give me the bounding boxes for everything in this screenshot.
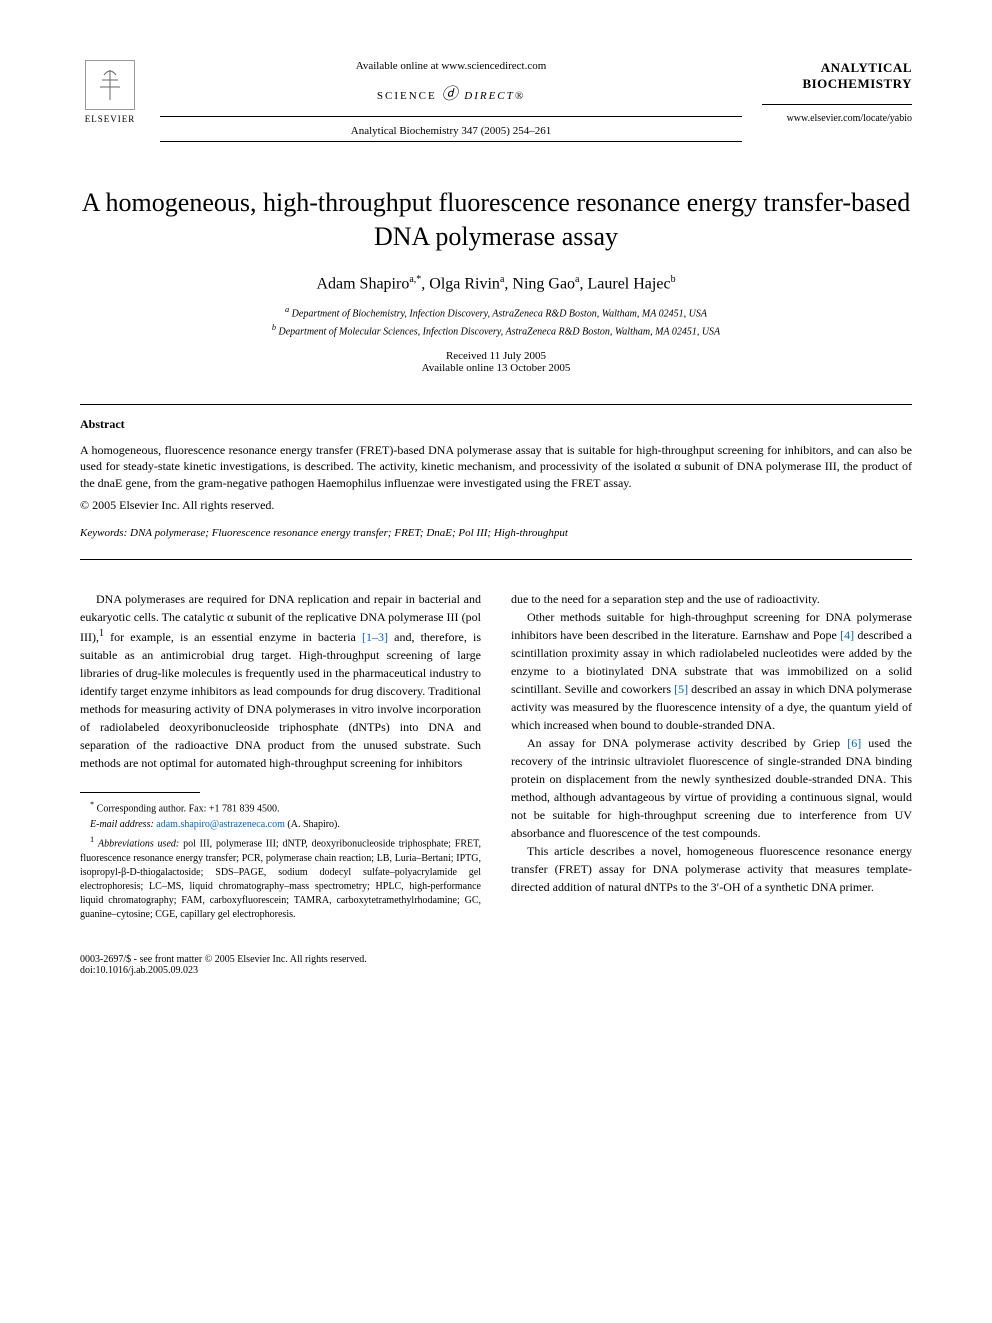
author-4-aff: b xyxy=(671,274,676,285)
elsevier-tree-icon xyxy=(85,60,135,110)
author-1-corr: * xyxy=(416,274,421,285)
article-title: A homogeneous, high-throughput fluoresce… xyxy=(80,186,912,254)
journal-reference: Analytical Biochemistry 347 (2005) 254–2… xyxy=(160,125,742,137)
corresponding-author-footnote: * Corresponding author. Fax: +1 781 839 … xyxy=(80,799,481,816)
sd-text-2: DIRECT® xyxy=(464,90,525,102)
keywords-text: DNA polymerase; Fluorescence resonance e… xyxy=(130,527,568,539)
author-3: Ning Gao xyxy=(512,275,575,292)
elsevier-logo: ELSEVIER xyxy=(80,60,140,130)
author-3-aff: a xyxy=(575,274,579,285)
affiliation-a: a Department of Biochemistry, Infection … xyxy=(80,305,912,319)
abstract-text: A homogeneous, fluorescence resonance en… xyxy=(80,442,912,492)
publication-dates: Received 11 July 2005 Available online 1… xyxy=(80,350,912,374)
email-footnote: E-mail address: adam.shapiro@astrazeneca… xyxy=(80,818,481,832)
footnotes: * Corresponding author. Fax: +1 781 839 … xyxy=(80,799,481,922)
online-date: Available online 13 October 2005 xyxy=(80,362,912,374)
available-online-text: Available online at www.sciencedirect.co… xyxy=(160,60,742,72)
footer-copyright: 0003-2697/$ - see front matter © 2005 El… xyxy=(80,954,912,965)
body-columns: DNA polymerases are required for DNA rep… xyxy=(80,590,912,924)
publisher-name: ELSEVIER xyxy=(85,114,136,124)
abstract-copyright: © 2005 Elsevier Inc. All rights reserved… xyxy=(80,498,912,513)
footer-doi: doi:10.1016/j.ab.2005.09.023 xyxy=(80,965,912,976)
center-header: Available online at www.sciencedirect.co… xyxy=(140,60,762,146)
body-paragraph-1: DNA polymerases are required for DNA rep… xyxy=(80,590,481,772)
abbreviations-footnote: 1 Abbreviations used: pol III, polymeras… xyxy=(80,834,481,921)
right-column: due to the need for a separation step an… xyxy=(511,590,912,924)
ref-link-4[interactable]: [4] xyxy=(840,628,854,642)
ref-link-1-3[interactable]: [1–3] xyxy=(362,630,388,644)
ref-link-6[interactable]: [6] xyxy=(847,736,861,750)
email-link[interactable]: adam.shapiro@astrazeneca.com xyxy=(156,819,285,830)
sd-text-1: SCIENCE xyxy=(377,90,437,102)
left-column: DNA polymerases are required for DNA rep… xyxy=(80,590,481,924)
keywords: Keywords: DNA polymerase; Fluorescence r… xyxy=(80,527,912,539)
sciencedirect-logo: SCIENCE ⓓ DIRECT® xyxy=(160,80,742,104)
author-2-aff: a xyxy=(500,274,504,285)
body-paragraph-4: This article describes a novel, homogene… xyxy=(511,842,912,896)
received-date: Received 11 July 2005 xyxy=(80,350,912,362)
body-paragraph-2: Other methods suitable for high-throughp… xyxy=(511,608,912,734)
keywords-label: Keywords: xyxy=(80,527,127,539)
header-row: ELSEVIER Available online at www.science… xyxy=(80,60,912,146)
journal-name-line2: BIOCHEMISTRY xyxy=(762,76,912,92)
author-list: Adam Shapiroa,*, Olga Rivina, Ning Gaoa,… xyxy=(80,274,912,293)
body-paragraph-3: An assay for DNA polymerase activity des… xyxy=(511,734,912,842)
author-2: Olga Rivin xyxy=(429,275,500,292)
body-paragraph-1-cont: due to the need for a separation step an… xyxy=(511,590,912,608)
affiliation-b: b Department of Molecular Sciences, Infe… xyxy=(80,323,912,337)
journal-url: www.elsevier.com/locate/yabio xyxy=(762,113,912,124)
author-1: Adam Shapiro xyxy=(316,275,409,292)
author-4: Laurel Hajec xyxy=(588,275,671,292)
journal-name-line1: ANALYTICAL xyxy=(762,60,912,76)
journal-title-box: ANALYTICAL BIOCHEMISTRY www.elsevier.com… xyxy=(762,60,912,124)
abstract-heading: Abstract xyxy=(80,417,912,432)
footer-info: 0003-2697/$ - see front matter © 2005 El… xyxy=(80,954,912,976)
ref-link-5[interactable]: [5] xyxy=(674,682,688,696)
